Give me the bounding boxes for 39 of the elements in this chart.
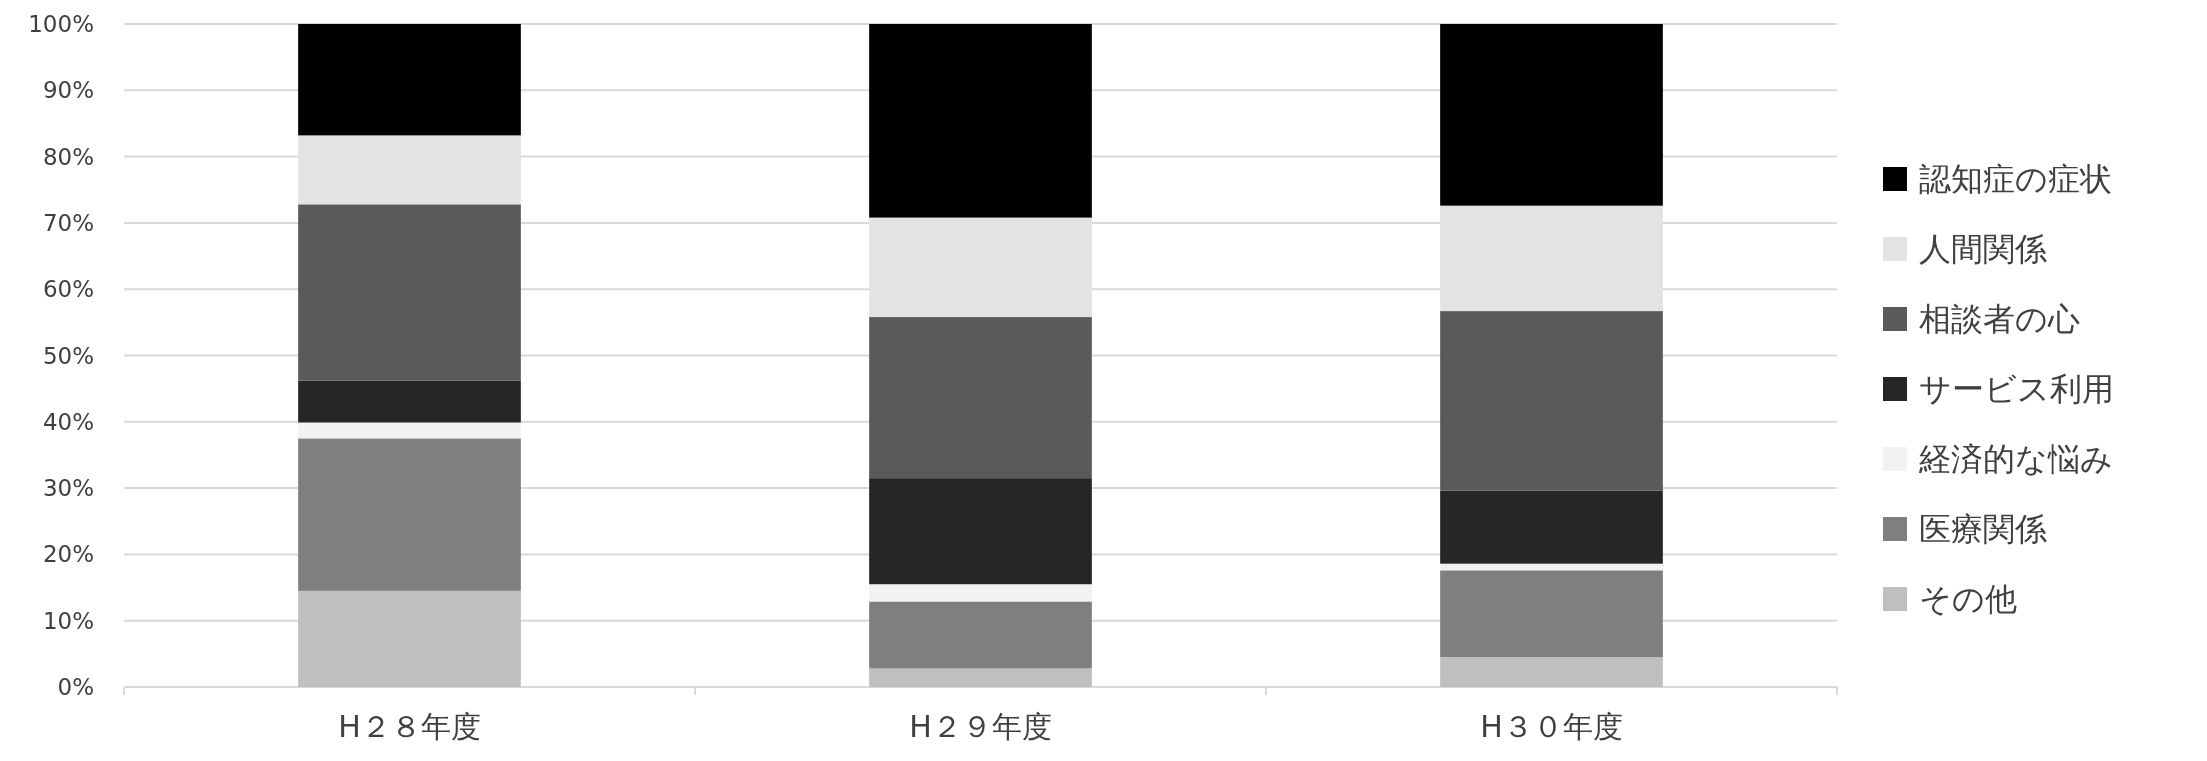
x-tick-label: H３０年度 (1480, 709, 1623, 744)
y-tick-label: 80% (42, 143, 94, 170)
x-tick-label: H２８年度 (338, 709, 481, 744)
y-tick-label: 100% (28, 11, 94, 37)
bar (869, 317, 1092, 479)
legend-label: 経済的な悩み (1918, 440, 2113, 478)
bar (1440, 311, 1663, 491)
bar (1440, 24, 1663, 206)
legend-label: 医療関係 (1919, 510, 2047, 548)
bar (298, 422, 521, 439)
bar (1440, 657, 1663, 687)
x-tick-label: H２９年度 (909, 709, 1052, 744)
legend-label: 認知症の症状 (1919, 160, 2112, 198)
legend-label: その他 (1919, 580, 2017, 618)
y-tick-label: 10% (42, 607, 94, 634)
bar (1440, 490, 1663, 564)
y-tick-label: 30% (42, 475, 94, 502)
bar (298, 590, 521, 687)
y-tick-label: 40% (42, 408, 94, 435)
y-tick-label: 20% (42, 541, 94, 568)
y-tick-label: 0% (57, 674, 94, 700)
bar (1440, 570, 1663, 658)
bar (298, 24, 521, 136)
bar (298, 204, 521, 381)
y-tick-label: 90% (42, 77, 94, 104)
legend-label: 人間関係 (1919, 230, 2047, 268)
bar (869, 584, 1092, 602)
legend-label: 相談者の心 (1919, 300, 2080, 338)
bar (298, 438, 521, 591)
bar (869, 24, 1092, 218)
bar (869, 601, 1092, 669)
y-tick-label: 50% (42, 342, 94, 369)
bar (298, 380, 521, 423)
y-tick-label: 70% (42, 209, 94, 236)
bar (1440, 563, 1663, 571)
legend-label: サービス利用 (1919, 370, 2114, 408)
y-tick-label: 60% (42, 276, 94, 303)
bar (869, 668, 1092, 687)
bar (869, 478, 1092, 585)
